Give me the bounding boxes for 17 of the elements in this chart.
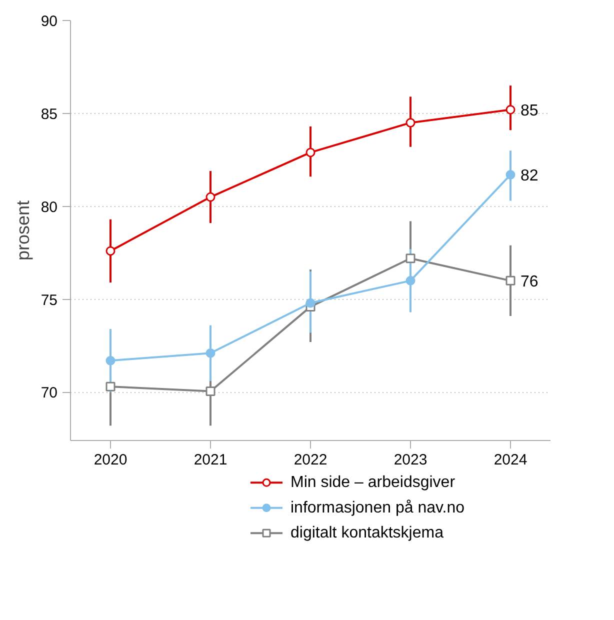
y-tick-label: 90 [40, 13, 58, 30]
data-label: 85 [520, 102, 538, 120]
legend-label: Min side – arbeidsgiver [290, 474, 456, 492]
legend-label: digitalt kontaktskjema [290, 524, 444, 542]
x-tick-label: 2022 [294, 452, 328, 468]
x-tick-label: 2020 [94, 452, 128, 468]
x-tick-label: 2021 [194, 452, 228, 468]
data-label: 82 [520, 168, 538, 185]
y-tick-label: 75 [40, 292, 58, 309]
y-axis-title: prosent [12, 200, 33, 261]
x-tick-label: 2024 [494, 452, 528, 468]
y-tick-label: 85 [40, 106, 58, 123]
y-tick-label: 70 [40, 384, 58, 402]
x-tick-label: 2023 [394, 452, 428, 468]
y-tick-label: 80 [40, 198, 58, 216]
data-label: 76 [520, 274, 538, 291]
legend-label: informasjonen på nav.no [290, 499, 465, 516]
